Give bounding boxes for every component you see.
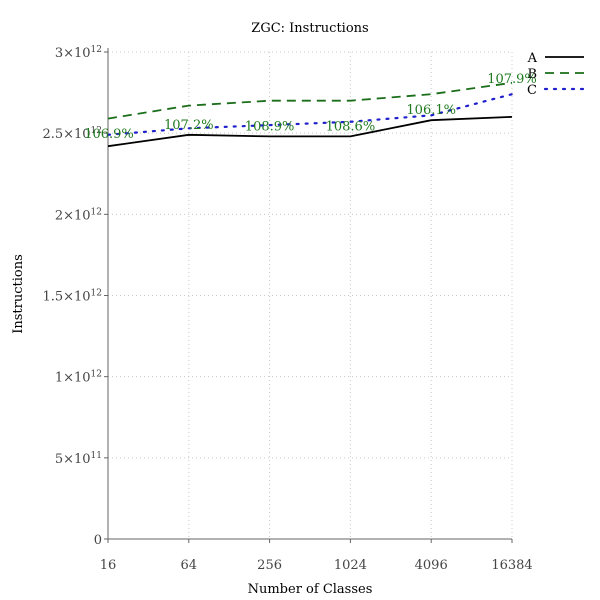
- ratio-annotation: 107.9%: [487, 72, 537, 87]
- x-axis-label: Number of Classes: [248, 582, 373, 597]
- x-tick-label: 1024: [334, 558, 367, 573]
- y-tick-label: 2×1012: [55, 207, 102, 223]
- chart-title: ZGC: Instructions: [251, 21, 368, 36]
- y-tick-label: 1×1012: [55, 370, 102, 386]
- x-tick-label: 16384: [491, 558, 532, 573]
- series-line-a: [107, 116, 513, 148]
- y-tick-label: 1.5×1012: [42, 289, 102, 305]
- series-line-b: [107, 81, 513, 120]
- y-tick-label: 3×1012: [55, 45, 102, 61]
- legend-label: B: [527, 67, 537, 82]
- x-tick-label: 4096: [415, 558, 448, 573]
- ratio-annotation: 108.9%: [245, 119, 295, 134]
- annotations: 106.9% 107.2% 108.9% 108.6% 106.1% 107.9%: [84, 72, 537, 142]
- legend-label: A: [527, 51, 538, 66]
- y-tick-label: 0: [94, 533, 102, 548]
- y-tick-label: 2.5×1012: [42, 126, 102, 142]
- ratio-annotation: 108.6%: [326, 119, 376, 134]
- y-tick-label: 5×1011: [55, 451, 102, 467]
- y-ticks: 0 5×1011 1×1012 1.5×1012 2×1012 2.5×1012 3×101…: [42, 45, 108, 548]
- x-tick-label: 256: [257, 558, 282, 573]
- legend: ABC: [527, 51, 586, 98]
- x-tick-label: 16: [100, 558, 117, 573]
- x-ticks: 16 64 256 1024 4096 16384: [100, 539, 533, 573]
- grid: [108, 51, 513, 539]
- ratio-annotation: 107.2%: [164, 118, 214, 133]
- ratio-annotation: 106.9%: [84, 127, 134, 142]
- ratio-annotation: 106.1%: [406, 103, 456, 118]
- x-tick-label: 64: [181, 558, 198, 573]
- series: [106, 81, 514, 148]
- y-axis-label: Instructions: [11, 254, 26, 334]
- legend-label: C: [527, 83, 537, 98]
